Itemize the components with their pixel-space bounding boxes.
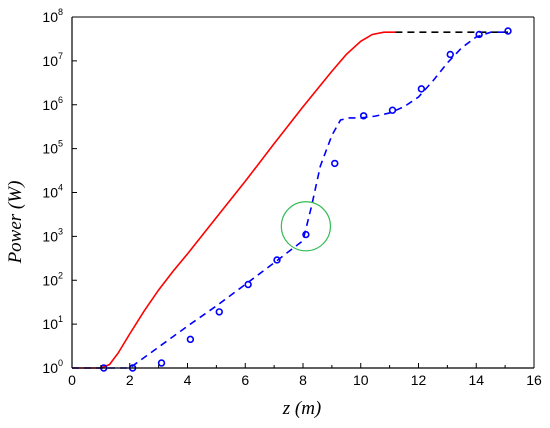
x-tick-label: 10 (353, 372, 369, 388)
y-axis-title: Power (W) (5, 181, 26, 265)
y-tick-label: 105 (42, 139, 63, 157)
data-point (417, 85, 426, 93)
data-point (244, 280, 252, 289)
data-point (446, 50, 454, 59)
axes: 0 2 4 6 8 10 12 14 16 100 101 102 103 104 105 106 107 108 (42, 7, 542, 388)
series-line-1 (72, 31, 396, 369)
y-tick-label: 107 (42, 51, 63, 69)
x-tick-label: 6 (241, 372, 249, 388)
data-point (302, 230, 310, 239)
x-tick-label: 4 (184, 372, 192, 388)
data-point (504, 27, 512, 35)
y-tick-label: 106 (42, 95, 63, 113)
y-tick-label: 103 (42, 226, 63, 244)
data-point (215, 308, 223, 316)
data-point (475, 30, 483, 39)
x-axis-title: z (m) (282, 398, 322, 419)
y-tick-label: 104 (42, 183, 63, 201)
y-tick-label: 108 (42, 7, 63, 25)
y-tick-label: 101 (42, 314, 63, 332)
x-tick-label: 12 (411, 372, 427, 388)
plot-area (72, 27, 512, 372)
data-point (273, 256, 281, 264)
data-point (388, 106, 397, 114)
data-point (331, 159, 339, 168)
x-tick-label: 16 (526, 372, 542, 388)
series-line-3 (72, 31, 509, 369)
x-tick-label: 2 (126, 372, 134, 388)
x-tick-label: 0 (68, 372, 76, 388)
y-tick-label: 100 (42, 358, 63, 376)
x-tick-label: 14 (468, 372, 484, 388)
y-tick-label: 102 (42, 270, 63, 288)
data-point (359, 112, 368, 120)
data-point (157, 359, 166, 367)
data-point (186, 335, 195, 344)
x-tick-label: 8 (299, 372, 307, 388)
annotation-circle (280, 201, 332, 252)
